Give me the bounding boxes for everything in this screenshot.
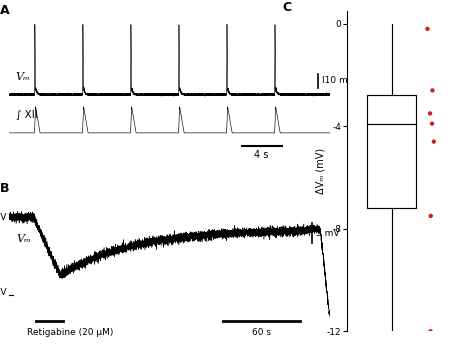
Text: B: B — [0, 182, 9, 195]
Text: 60 s: 60 s — [252, 328, 271, 337]
Text: Vₘ: Vₘ — [16, 72, 31, 82]
Text: Retigabine (20 μM): Retigabine (20 μM) — [27, 328, 113, 337]
Bar — [367, 95, 416, 208]
Text: I10 mV: I10 mV — [322, 76, 354, 85]
Text: Vₘ: Vₘ — [16, 234, 31, 244]
Point — [427, 328, 434, 334]
Text: C: C — [283, 1, 292, 14]
Point — [427, 213, 435, 219]
Point — [426, 111, 434, 116]
Text: -40 mV: -40 mV — [0, 213, 7, 222]
Text: 5 mV: 5 mV — [316, 229, 339, 238]
Text: -60 mV: -60 mV — [0, 288, 7, 297]
Point — [428, 87, 436, 93]
Point — [430, 139, 438, 145]
Text: 4 s: 4 s — [255, 150, 269, 160]
Text: ∫ XII: ∫ XII — [16, 110, 37, 120]
Y-axis label: ΔVₘ (mV): ΔVₘ (mV) — [316, 148, 326, 194]
Point — [428, 121, 436, 127]
Text: A: A — [0, 4, 9, 17]
Point — [424, 26, 431, 32]
